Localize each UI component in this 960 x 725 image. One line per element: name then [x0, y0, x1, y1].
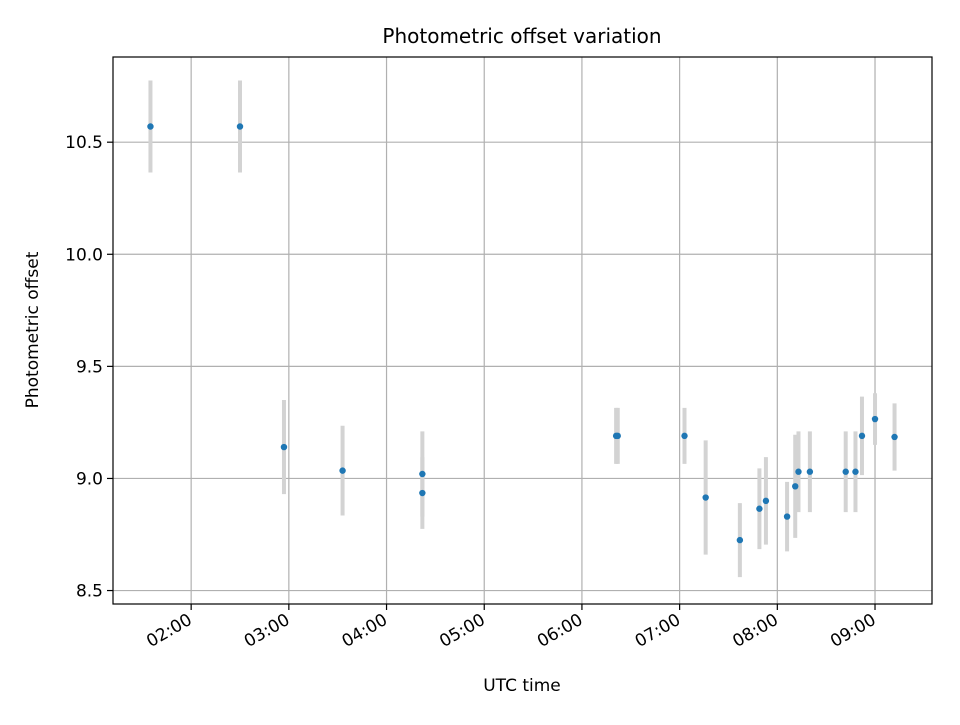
- data-point: [280, 443, 288, 451]
- plot-frame: [112, 56, 933, 605]
- data-points: [147, 123, 898, 544]
- data-point: [858, 432, 866, 440]
- data-point: [702, 494, 709, 501]
- data-point: [891, 433, 898, 441]
- y-tick-label: 10.5: [65, 133, 103, 153]
- x-axis-label: UTC time: [483, 676, 561, 696]
- chart-title: Photometric offset variation: [382, 24, 661, 48]
- data-point: [762, 497, 770, 505]
- data-point: [795, 468, 802, 475]
- y-tick-label: 8.5: [76, 582, 103, 602]
- data-point: [147, 123, 154, 130]
- y-tick-label: 10.0: [65, 245, 103, 265]
- data-point: [614, 432, 621, 440]
- data-point: [756, 505, 763, 512]
- data-point: [783, 513, 791, 520]
- data-point: [806, 468, 814, 475]
- y-tick-label: 9.5: [76, 357, 103, 377]
- data-point: [339, 467, 346, 474]
- data-point: [842, 468, 849, 475]
- y-axis: 8.5 9.0 9.5 10.0 10.5: [65, 133, 113, 602]
- data-point: [871, 415, 879, 423]
- y-axis-label: Photometric offset: [23, 251, 43, 408]
- data-point: [236, 123, 244, 130]
- data-point: [419, 470, 426, 478]
- y-tick-label: 9.0: [76, 469, 103, 489]
- data-point: [852, 468, 859, 475]
- data-point: [681, 432, 688, 440]
- data-point: [792, 483, 799, 490]
- data-point: [736, 536, 744, 544]
- data-point: [419, 489, 426, 497]
